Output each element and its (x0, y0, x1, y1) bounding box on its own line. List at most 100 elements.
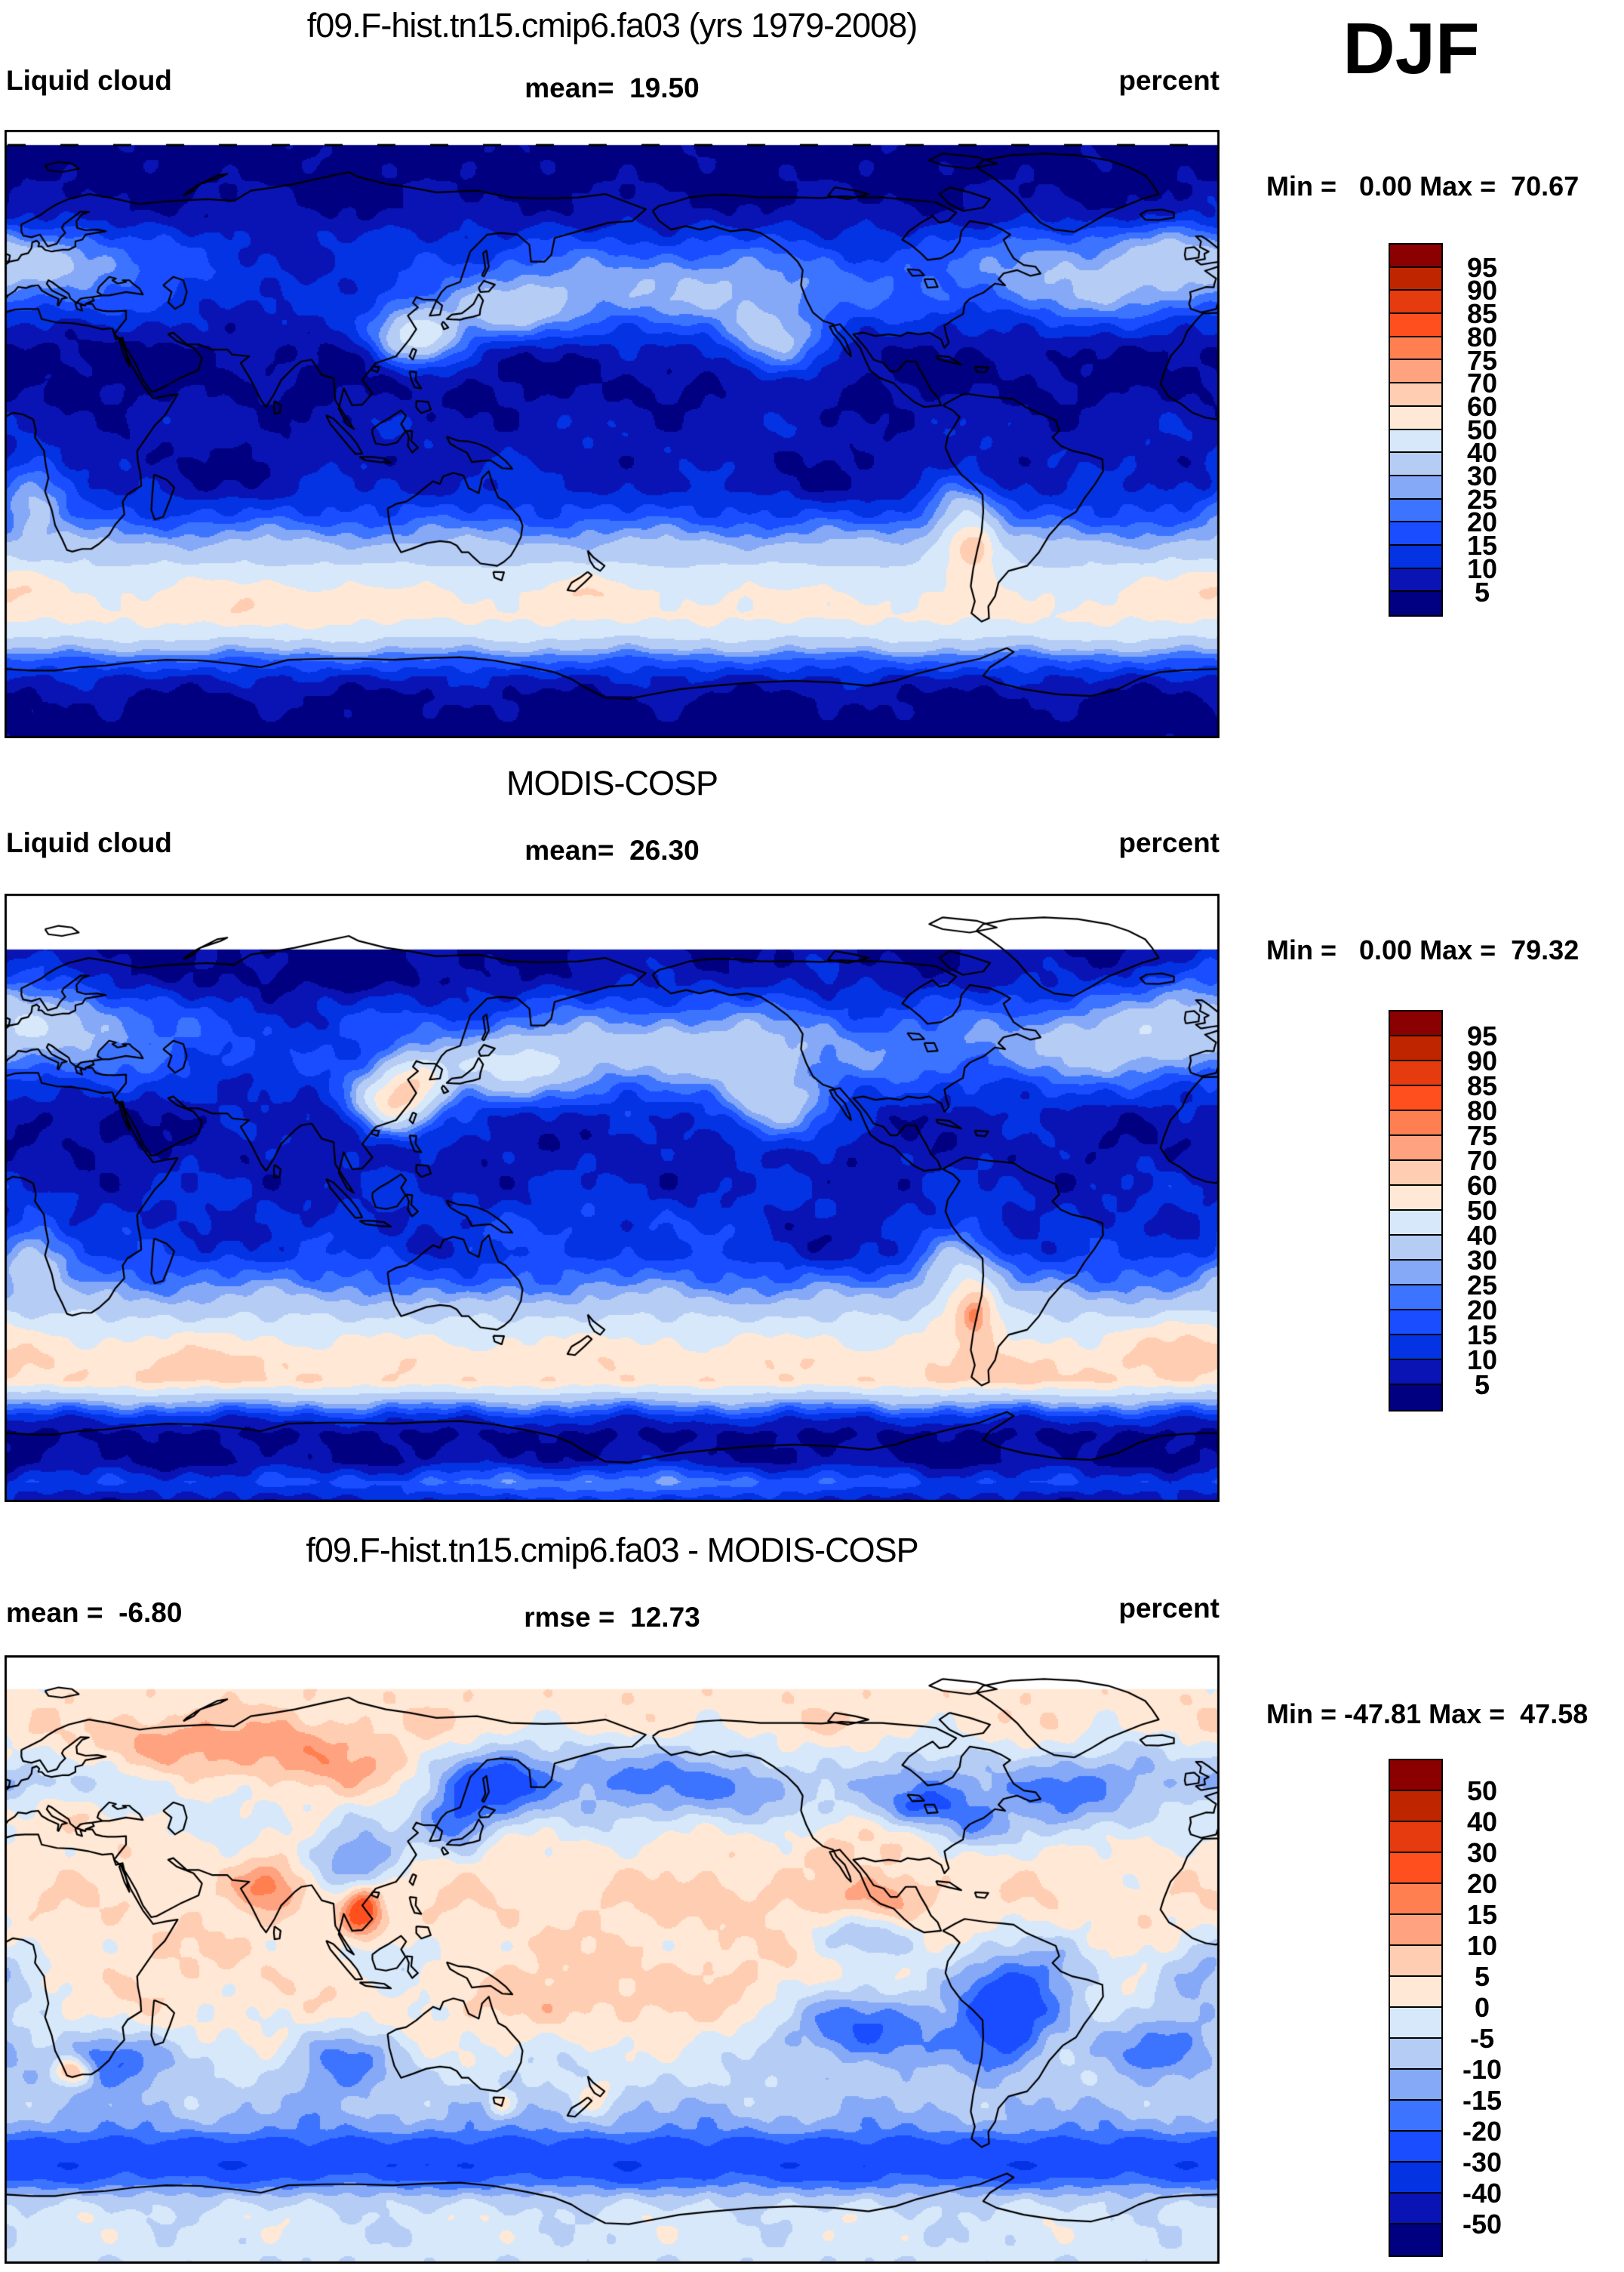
colorbar-tick-label: 10 (1466, 1930, 1498, 1961)
panel2-minmax: Min = 0.00 Max = 79.32 (1266, 934, 1579, 965)
colorbar-cell (1390, 1011, 1441, 1036)
colorbar-tick-label: 30 (1466, 1245, 1498, 1276)
panel3-rmse-label: rmse = 12.73 (524, 1602, 700, 1633)
colorbar-tick-label: 25 (1466, 483, 1498, 515)
panel2-map-canvas (5, 894, 1220, 1502)
colorbar-cell (1390, 1086, 1441, 1111)
panel3-mean-label: mean = -6.80 (6, 1597, 183, 1628)
colorbar-cell (1390, 1186, 1441, 1211)
colorbar-cell (1390, 337, 1441, 361)
colorbar-tick-label: 70 (1466, 368, 1498, 399)
colorbar-tick-label: 40 (1466, 1806, 1498, 1837)
colorbar-cell (1390, 2070, 1441, 2101)
colorbar-cell (1390, 1036, 1441, 1061)
colorbar-cell (1390, 2008, 1441, 2039)
colorbar-cell (1390, 1360, 1441, 1385)
panel2-mean-label: mean= 26.30 (524, 835, 700, 866)
colorbar-tick-label: 40 (1466, 437, 1498, 469)
colorbar-cell (1390, 2101, 1441, 2132)
colorbar-tick-label: 90 (1466, 275, 1498, 306)
panel1-mean-label: mean= 19.50 (524, 72, 700, 103)
panel1-title: f09.F-hist.tn15.cmip6.fa03 (yrs 1979-200… (306, 6, 918, 45)
colorbar-cell (1390, 2039, 1441, 2070)
colorbar-cell (1390, 592, 1441, 615)
colorbar-cell (1390, 1061, 1441, 1086)
colorbar-cell (1390, 1261, 1441, 1285)
colorbar-cell (1390, 1822, 1441, 1853)
colorbar-tick-label: 95 (1466, 1021, 1498, 1051)
colorbar-cell (1390, 2193, 1441, 2224)
colorbar-cell (1390, 453, 1441, 476)
colorbar-tick-label: 80 (1466, 321, 1498, 352)
colorbar-cell (1390, 2163, 1441, 2193)
colorbar-tick-label: 10 (1466, 1344, 1498, 1375)
colorbar-cell (1390, 522, 1441, 546)
colorbar-cell (1390, 245, 1441, 268)
colorbar-cell (1390, 1111, 1441, 1136)
colorbar-tick-label: 85 (1466, 1070, 1498, 1101)
panel3-title: f09.F-hist.tn15.cmip6.fa03 - MODIS-COSP (306, 1531, 918, 1569)
panel2-title: MODIS-COSP (506, 764, 718, 802)
colorbar-cell (1390, 1211, 1441, 1236)
colorbar-cell (1390, 1385, 1441, 1410)
colorbar-tick-label: 60 (1466, 390, 1498, 422)
colorbar-tick-label: 20 (1466, 506, 1498, 538)
colorbar-tick-label: 10 (1466, 553, 1498, 584)
colorbar-tick-label: 75 (1466, 1120, 1498, 1151)
colorbar-cell (1390, 383, 1441, 407)
colorbar-tick-label: 25 (1466, 1270, 1498, 1301)
colorbar-cell (1390, 1285, 1441, 1310)
colorbar-cell (1390, 476, 1441, 500)
colorbar-tick-label: 75 (1466, 344, 1498, 376)
colorbar-cell (1390, 545, 1441, 569)
colorbar-cell (1390, 1136, 1441, 1161)
colorbar-cell (1390, 291, 1441, 315)
colorbar-tick-label: -5 (1469, 2023, 1494, 2054)
colorbar-tick-label: 15 (1466, 1899, 1498, 1930)
panel3-units-label: percent (1118, 1593, 1220, 1624)
colorbar-cell (1390, 1760, 1441, 1791)
colorbar-cell (1390, 360, 1441, 384)
colorbar-cell (1390, 314, 1441, 337)
colorbar-tick-label: 30 (1466, 1837, 1498, 1868)
colorbar-tick-label: 40 (1466, 1220, 1498, 1251)
colorbar-tick-label: 15 (1466, 530, 1498, 562)
colorbar-cell (1390, 568, 1441, 593)
colorbar-tick-label: 20 (1466, 1868, 1498, 1899)
panel1-variable-label: Liquid cloud (6, 65, 172, 96)
colorbar-cell (1390, 1946, 1441, 1977)
colorbar-cell (1390, 2224, 1441, 2255)
colorbar-cell (1390, 1161, 1441, 1186)
colorbar-cell (1390, 2132, 1441, 2163)
panel2-variable-label: Liquid cloud (6, 827, 172, 858)
colorbar-tick-label: -40 (1462, 2178, 1503, 2209)
colorbar-cell (1390, 1853, 1441, 1884)
colorbar-tick-label: -10 (1462, 2054, 1503, 2085)
colorbar-tick-label: 50 (1466, 1195, 1498, 1226)
colorbar-tick-label: 5 (1474, 576, 1490, 608)
colorbar-cell (1390, 1884, 1441, 1915)
colorbar-tick-label: 60 (1466, 1170, 1498, 1201)
panel2-units-label: percent (1118, 827, 1220, 858)
colorbar-cell (1390, 429, 1441, 454)
panel3-minmax: Min = -47.81 Max = 47.58 (1266, 1698, 1589, 1729)
colorbar-cell (1390, 1977, 1441, 2008)
panel2-colorbar (1389, 1010, 1443, 1412)
panel1-units-label: percent (1118, 65, 1220, 96)
colorbar-tick-label: -15 (1462, 2085, 1503, 2116)
colorbar-tick-label: 0 (1474, 1992, 1490, 2023)
panel3-map-canvas (5, 1655, 1220, 2264)
colorbar-cell (1390, 406, 1441, 430)
panel1-colorbar (1389, 243, 1443, 617)
colorbar-tick-label: 50 (1466, 414, 1498, 445)
colorbar-tick-label: 20 (1466, 1295, 1498, 1325)
panel1-map-canvas (5, 130, 1220, 738)
colorbar-cell (1390, 499, 1441, 523)
colorbar-tick-label: 90 (1466, 1045, 1498, 1076)
colorbar-tick-label: 5 (1474, 1961, 1490, 1992)
colorbar-tick-label: 85 (1466, 298, 1498, 330)
panel3-colorbar (1389, 1759, 1443, 2257)
colorbar-tick-label: -50 (1462, 2209, 1503, 2240)
colorbar-cell (1390, 1310, 1441, 1335)
